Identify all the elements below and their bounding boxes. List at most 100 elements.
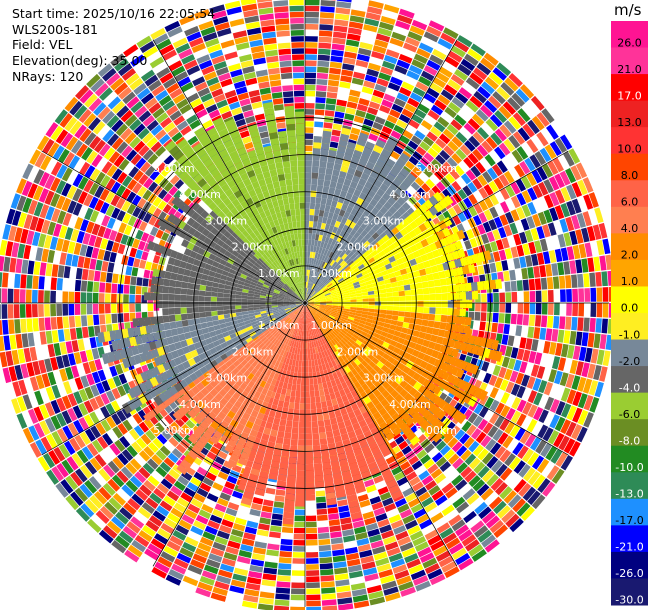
- noise-bin: [386, 547, 401, 557]
- velocity-bin: [272, 269, 279, 276]
- velocity-bin: [287, 136, 297, 143]
- noise-bin: [398, 86, 412, 97]
- noise-bin: [219, 492, 231, 502]
- noise-bin: [493, 500, 507, 515]
- noise-bin: [344, 113, 355, 121]
- velocity-bin: [274, 267, 281, 274]
- noise-bin: [516, 280, 523, 291]
- noise-bin: [17, 348, 26, 364]
- noise-bin: [0, 288, 2, 303]
- noise-bin: [565, 168, 577, 184]
- velocity-bin: [243, 205, 252, 214]
- noise-bin: [167, 126, 180, 138]
- noise-bin: [338, 505, 350, 513]
- noise-bin: [394, 471, 406, 481]
- noise-bin: [167, 512, 181, 524]
- velocity-bin: [226, 202, 236, 211]
- noise-bin: [524, 157, 536, 172]
- velocity-bin: [263, 107, 275, 116]
- noise-bin: [352, 520, 365, 529]
- velocity-bin: [305, 166, 312, 173]
- noise-bin: [208, 466, 220, 476]
- velocity-bin: [249, 231, 257, 240]
- noise-bin: [494, 146, 506, 160]
- noise-bin: [522, 243, 531, 256]
- noise-bin: [478, 187, 489, 199]
- noise-bin: [111, 516, 126, 530]
- noise-bin: [483, 209, 493, 221]
- noise-bin: [438, 133, 451, 145]
- noise-bin: [21, 180, 33, 197]
- velocity-bin: [264, 209, 271, 217]
- noise-bin: [65, 136, 79, 151]
- noise-bin: [245, 115, 256, 124]
- noise-bin: [526, 418, 538, 433]
- noise-bin: [589, 317, 596, 333]
- noise-bin: [157, 200, 167, 211]
- noise-bin: [152, 107, 165, 119]
- noise-bin: [251, 553, 266, 561]
- noise-bin: [493, 303, 499, 313]
- velocity-bin: [464, 282, 472, 292]
- noise-bin: [544, 396, 555, 411]
- noise-bin: [504, 77, 519, 92]
- noise-bin: [190, 498, 203, 509]
- noise-bin: [105, 282, 112, 293]
- noise-bin: [121, 449, 134, 462]
- noise-bin: [472, 148, 484, 161]
- noise-bin: [492, 251, 501, 262]
- noise-bin: [435, 154, 446, 165]
- noise-bin: [159, 445, 171, 457]
- noise-bin: [521, 204, 532, 218]
- velocity-bin: [310, 184, 318, 192]
- noise-bin: [199, 575, 215, 586]
- noise-bin: [154, 129, 167, 141]
- noise-bin: [481, 534, 496, 548]
- noise-bin: [502, 435, 514, 449]
- noise-bin: [501, 237, 510, 249]
- noise-bin: [493, 524, 509, 538]
- noise-bin: [366, 6, 383, 15]
- noise-bin: [88, 476, 102, 490]
- noise-bin: [419, 518, 433, 530]
- noise-bin: [144, 74, 159, 87]
- noise-bin: [293, 90, 305, 97]
- noise-bin: [283, 97, 294, 104]
- velocity-bin: [288, 273, 293, 280]
- noise-bin: [243, 110, 254, 118]
- noise-bin: [81, 326, 89, 339]
- noise-bin: [66, 456, 79, 471]
- velocity-bin: [285, 267, 290, 275]
- noise-bin: [109, 365, 118, 377]
- velocity-bin: [288, 259, 293, 267]
- noise-bin: [221, 110, 233, 120]
- velocity-bin: [362, 295, 369, 299]
- noise-bin: [56, 428, 69, 443]
- velocity-bin: [313, 142, 322, 149]
- noise-bin: [511, 92, 526, 107]
- noise-bin: [531, 455, 545, 470]
- noise-bin: [50, 290, 57, 303]
- noise-bin: [129, 136, 141, 149]
- noise-bin: [47, 221, 57, 236]
- velocity-bin: [216, 210, 226, 220]
- noise-bin: [209, 49, 224, 59]
- noise-bin: [374, 39, 389, 49]
- noise-bin: [458, 557, 474, 571]
- noise-bin: [516, 413, 527, 427]
- noise-bin: [206, 76, 220, 87]
- noise-bin: [526, 172, 537, 187]
- noise-bin: [159, 44, 175, 56]
- noise-bin: [280, 538, 293, 546]
- noise-bin: [540, 315, 548, 328]
- noise-bin: [64, 116, 78, 132]
- noise-bin: [41, 219, 51, 234]
- noise-bin: [541, 303, 548, 315]
- noise-bin: [364, 18, 380, 27]
- noise-bin: [135, 488, 149, 501]
- noise-bin: [55, 129, 69, 145]
- noise-bin: [166, 82, 180, 94]
- noise-bin: [67, 407, 78, 422]
- noise-bin: [373, 475, 384, 484]
- noise-bin: [33, 201, 44, 217]
